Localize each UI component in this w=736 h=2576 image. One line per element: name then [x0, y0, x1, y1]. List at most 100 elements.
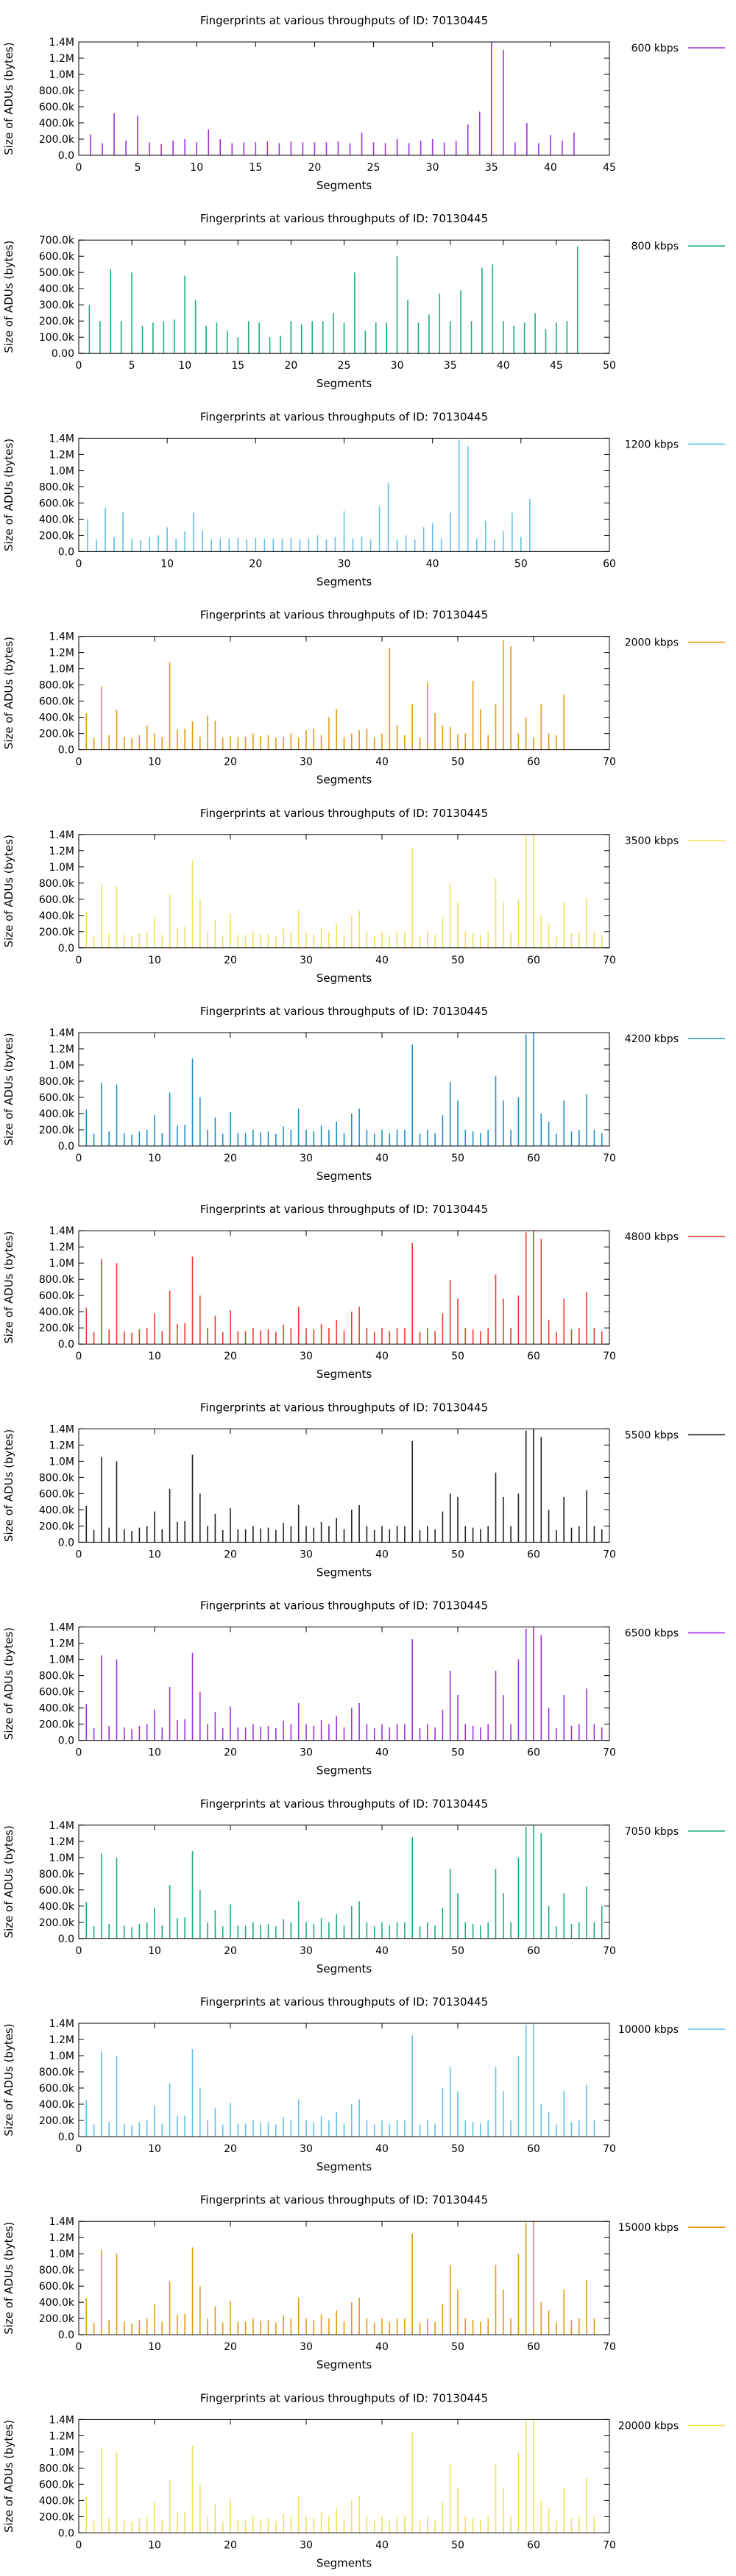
y-tick-label: 0.0 [58, 2527, 74, 2539]
y-tick-label: 0.0 [58, 150, 74, 162]
y-axis-label: Size of ADUs (bytes) [2, 2023, 15, 2136]
x-axis-label: Segments [316, 1565, 372, 1579]
x-tick-label: 20 [224, 1747, 237, 1759]
y-tick-label: 1.0M [49, 69, 74, 81]
y-tick-label: 200.0k [39, 316, 75, 328]
x-tick-label: 30 [300, 1351, 313, 1362]
y-tick-label: 1.2M [49, 1242, 74, 1253]
y-tick-label: 600.0k [39, 2479, 75, 2491]
x-tick-label: 50 [451, 2539, 464, 2551]
chart-panel: Fingerprints at various throughputs of I… [2, 1005, 725, 1183]
y-tick-label: 800.0k [39, 680, 75, 692]
y-tick-label: 1.0M [49, 2050, 74, 2062]
y-axis-label: Size of ADUs (bytes) [2, 637, 15, 749]
x-tick-label: 0 [76, 757, 82, 768]
x-axis-label: Segments [316, 2358, 372, 2371]
y-tick-label: 200.0k [39, 530, 75, 542]
x-tick-label: 45 [603, 162, 616, 174]
y-tick-label: 800.0k [39, 1472, 75, 1484]
y-tick-label: 800.0k [39, 2067, 75, 2078]
y-tick-label: 1.2M [49, 2034, 74, 2046]
x-tick-label: 30 [300, 757, 313, 768]
x-tick-label: 40 [426, 558, 439, 570]
y-tick-label: 600.0k [39, 2281, 75, 2293]
chart-title: Fingerprints at various throughputs of I… [200, 410, 488, 423]
plot-frame [78, 834, 610, 949]
chart-panel: Fingerprints at various throughputs of I… [2, 2391, 725, 2569]
chart-panel: Fingerprints at various throughputs of I… [2, 410, 725, 588]
y-axis-label: Size of ADUs (bytes) [2, 1033, 15, 1145]
x-tick-label: 50 [514, 558, 528, 570]
y-tick-label: 1.4M [49, 631, 74, 643]
x-tick-label: 50 [451, 955, 464, 966]
x-tick-label: 10 [148, 2539, 161, 2551]
x-tick-label: 60 [527, 2143, 540, 2155]
x-tick-label: 40 [497, 360, 510, 372]
plot-frame [78, 437, 610, 552]
x-tick-label: 0 [76, 1945, 82, 1957]
x-tick-label: 60 [527, 1549, 540, 1560]
y-tick-label: 1.2M [49, 1440, 74, 1451]
plot-frame [78, 1428, 610, 1543]
x-tick-label: 70 [603, 1945, 616, 1957]
y-tick-label: 800.0k [39, 1274, 75, 1286]
y-tick-label: 400.0k [39, 712, 75, 724]
chart-title: Fingerprints at various throughputs of I… [200, 609, 488, 622]
x-tick-label: 50 [451, 2143, 464, 2155]
y-tick-label: 400.0k [39, 1108, 75, 1120]
plot-frame [78, 41, 610, 156]
y-tick-label: 600.0k [39, 696, 75, 708]
y-tick-label: 1.0M [49, 465, 74, 477]
x-tick-label: 0 [76, 162, 82, 174]
x-axis-label: Segments [316, 2160, 372, 2173]
legend-label: 2000 kbps [625, 637, 679, 649]
x-tick-label: 35 [485, 162, 498, 174]
chart-title: Fingerprints at various throughputs of I… [200, 1599, 488, 1613]
x-tick-label: 60 [527, 1351, 540, 1362]
plot-frame [78, 239, 610, 354]
y-tick-label: 1.4M [49, 1423, 74, 1435]
legend-label: 3500 kbps [625, 835, 679, 847]
x-axis-label: Segments [316, 377, 372, 390]
legend-label: 6500 kbps [625, 1628, 679, 1640]
y-tick-label: 0.0 [58, 1339, 74, 1351]
x-axis-label: Segments [316, 1764, 372, 1777]
x-tick-label: 60 [527, 1153, 540, 1164]
x-tick-label: 10 [148, 1945, 161, 1957]
chart-panel: Fingerprints at various throughputs of I… [2, 1401, 725, 1579]
y-axis-label: Size of ADUs (bytes) [2, 835, 15, 947]
x-tick-label: 30 [300, 1747, 313, 1759]
chart-title: Fingerprints at various throughputs of I… [200, 1203, 488, 1216]
y-tick-label: 100.0k [39, 332, 75, 344]
x-tick-label: 70 [603, 2539, 616, 2551]
x-tick-label: 60 [527, 1747, 540, 1759]
y-tick-label: 0.0 [58, 1933, 74, 1945]
x-tick-label: 70 [603, 1351, 616, 1362]
y-tick-label: 0.0 [58, 1537, 74, 1549]
x-tick-label: 70 [603, 1747, 616, 1759]
plot-frame [78, 2221, 610, 2335]
y-tick-label: 600.0k [39, 2083, 75, 2095]
x-tick-label: 30 [300, 2341, 313, 2353]
legend-label: 600 kbps [631, 43, 679, 54]
y-tick-label: 700.0k [39, 235, 75, 247]
x-tick-label: 20 [224, 955, 237, 966]
y-tick-label: 1.0M [49, 2446, 74, 2458]
y-tick-label: 500.0k [39, 267, 75, 279]
y-tick-label: 800.0k [39, 2265, 75, 2276]
y-tick-label: 200.0k [39, 1125, 75, 1136]
y-tick-label: 600.0k [39, 102, 75, 113]
y-tick-label: 1.2M [49, 648, 74, 659]
y-tick-label: 200.0k [39, 927, 75, 938]
y-tick-label: 200.0k [39, 134, 75, 146]
y-tick-label: 1.4M [49, 829, 74, 841]
x-tick-label: 5 [129, 360, 135, 372]
x-tick-label: 0 [76, 1351, 82, 1362]
plot-frame [78, 1825, 610, 1939]
x-tick-label: 20 [224, 2341, 237, 2353]
x-tick-label: 30 [391, 360, 404, 372]
y-tick-label: 1.2M [49, 846, 74, 857]
y-tick-label: 1.4M [49, 37, 74, 49]
x-tick-label: 50 [451, 1549, 464, 1560]
chart-panel: Fingerprints at various throughputs of I… [2, 1797, 725, 1975]
